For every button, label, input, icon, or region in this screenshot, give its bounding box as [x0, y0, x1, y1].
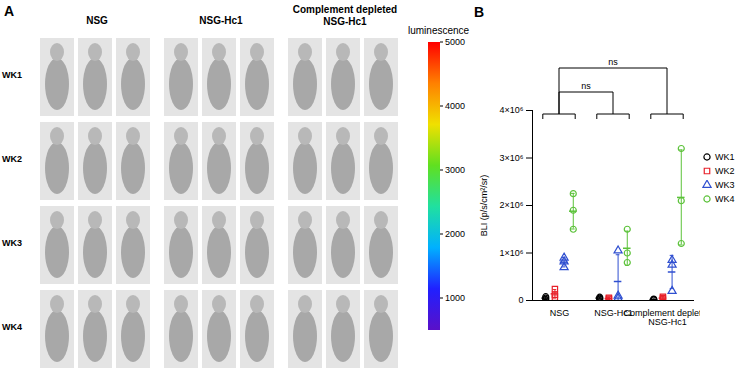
svg-text:NSG-Hc1: NSG-Hc1 — [199, 15, 243, 26]
svg-text:4×10⁶: 4×10⁶ — [500, 105, 524, 115]
svg-text:4000: 4000 — [445, 101, 465, 111]
svg-text:WK2: WK2 — [2, 154, 22, 164]
html-text:WK2: WK2 — [715, 166, 735, 176]
html-text:WK4: WK4 — [715, 194, 735, 204]
svg-text:NSG: NSG — [550, 308, 570, 318]
svg-text:WK3: WK3 — [2, 238, 22, 248]
svg-text:NSG: NSG — [86, 15, 108, 26]
svg-text:0: 0 — [518, 295, 523, 305]
svg-text:ns: ns — [608, 57, 618, 67]
svg-text:A: A — [4, 3, 14, 19]
html-text:WK1: WK1 — [715, 152, 735, 162]
svg-text:1×10⁶: 1×10⁶ — [500, 248, 524, 258]
svg-text:3000: 3000 — [445, 165, 465, 175]
svg-text:WK4: WK4 — [2, 322, 22, 332]
svg-text:5000: 5000 — [445, 37, 465, 47]
svg-text:luminescence: luminescence — [408, 25, 470, 36]
svg-text:3×10⁶: 3×10⁶ — [500, 153, 524, 163]
svg-text:WK1: WK1 — [2, 70, 22, 80]
svg-text:NSG-Hc1: NSG-Hc1 — [594, 307, 633, 318]
svg-text:BLI (p/s/cm²/sr): BLI (p/s/cm²/sr) — [479, 175, 489, 237]
svg-text:Complement depletedNSG-Hc1: Complement depletedNSG-Hc1 — [293, 4, 397, 27]
svg-text:1000: 1000 — [445, 293, 465, 303]
svg-text:ns: ns — [581, 81, 591, 91]
html-text:WK3: WK3 — [715, 180, 735, 190]
html-text:B: B — [474, 4, 485, 20]
svg-text:2×10⁶: 2×10⁶ — [500, 200, 524, 210]
svg-text:Complement depletedNSG-Hc1: Complement depletedNSG-Hc1 — [623, 308, 700, 327]
svg-text:2000: 2000 — [445, 229, 465, 239]
